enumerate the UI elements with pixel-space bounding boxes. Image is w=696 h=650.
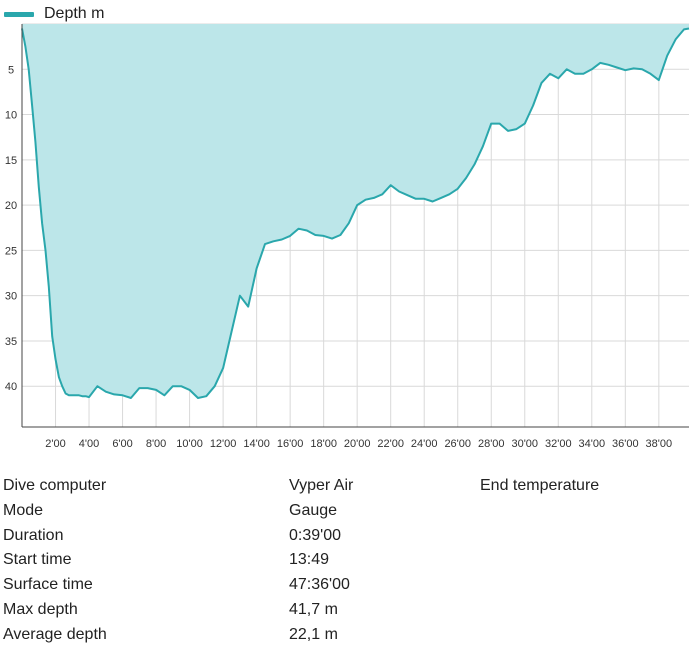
- info-row: Surface time 47:36'00: [3, 575, 693, 600]
- x-tick-label: 34'00: [579, 438, 606, 450]
- x-tick-labels: 2'00 4'00 6'00 8'00 10'00 12'00 14'00 16'00 18'0…: [45, 438, 672, 450]
- legend-swatch: [4, 11, 34, 17]
- info-row: Duration 0:39'00: [3, 526, 693, 551]
- x-tick-label: 38'00: [646, 438, 673, 450]
- depth-area: [22, 24, 689, 398]
- x-tick-label: 22'00: [377, 438, 404, 450]
- info-row: Max depth 41,7 m: [3, 600, 693, 625]
- y-tick-label: 25: [5, 245, 17, 257]
- info-label: Dive computer: [3, 477, 107, 494]
- y-tick-label: 15: [5, 155, 17, 167]
- y-tick-label: 5: [8, 64, 14, 76]
- depth-chart: 2'00 4'00 6'00 8'00 10'00 12'00 14'00 16'00 18'0…: [5, 23, 690, 450]
- x-tick-label: 2'00: [45, 438, 65, 450]
- info-value: Vyper Air: [289, 477, 354, 494]
- x-tick-label: 10'00: [176, 438, 203, 450]
- x-tick-label: 26'00: [444, 438, 471, 450]
- info-extra: End temperature: [480, 477, 600, 494]
- x-tick-label: 36'00: [612, 438, 639, 450]
- x-tick-label: 20'00: [344, 438, 371, 450]
- x-tick-label: 32'00: [545, 438, 572, 450]
- x-tick-label: 4'00: [79, 438, 99, 450]
- y-tick-label: 35: [5, 336, 17, 348]
- info-value: 22,1 m: [289, 625, 338, 643]
- info-label: Surface time: [3, 576, 93, 594]
- info-value: 0:39'00: [289, 526, 341, 544]
- x-tick-label: 28'00: [478, 438, 505, 450]
- info-value: Gauge: [289, 501, 338, 519]
- legend-label: Depth m: [44, 5, 105, 22]
- info-row: Average depth 22,1 m: [3, 625, 693, 650]
- x-tick-label: 14'00: [243, 438, 270, 450]
- info-label: Duration: [3, 526, 64, 544]
- info-row: Dive computer Vyper Air End temperature: [3, 476, 693, 501]
- info-value: 47:36'00: [289, 576, 350, 594]
- chart-legend: Depth m: [4, 4, 104, 24]
- x-tick-label: 30'00: [511, 438, 538, 450]
- x-tick-label: 16'00: [277, 438, 304, 450]
- x-tick-label: 6'00: [112, 438, 132, 450]
- depth-line: [21, 27, 690, 399]
- y-tick-labels: 5 10 15 20 25 30 35 40: [5, 64, 17, 393]
- info-label: Average depth: [3, 625, 107, 643]
- y-tick-label: 20: [5, 200, 17, 212]
- info-label: Start time: [3, 551, 72, 569]
- info-label: Mode: [3, 501, 44, 519]
- y-tick-label: 40: [5, 381, 17, 393]
- x-tick-label: 12'00: [210, 438, 237, 450]
- info-row: Mode Gauge: [3, 501, 693, 526]
- y-tick-label: 10: [5, 110, 17, 122]
- info-value: 13:49: [289, 551, 330, 569]
- y-tick-label: 30: [5, 291, 17, 303]
- dive-info-table: Dive computer Vyper Air End temperature …: [3, 476, 693, 650]
- info-row: Start time 13:49: [3, 550, 693, 575]
- info-label: Max depth: [3, 600, 78, 618]
- x-tick-label: 18'00: [310, 438, 337, 450]
- x-tick-label: 8'00: [146, 438, 166, 450]
- x-tick-label: 24'00: [411, 438, 438, 450]
- info-value: 41,7 m: [289, 600, 338, 618]
